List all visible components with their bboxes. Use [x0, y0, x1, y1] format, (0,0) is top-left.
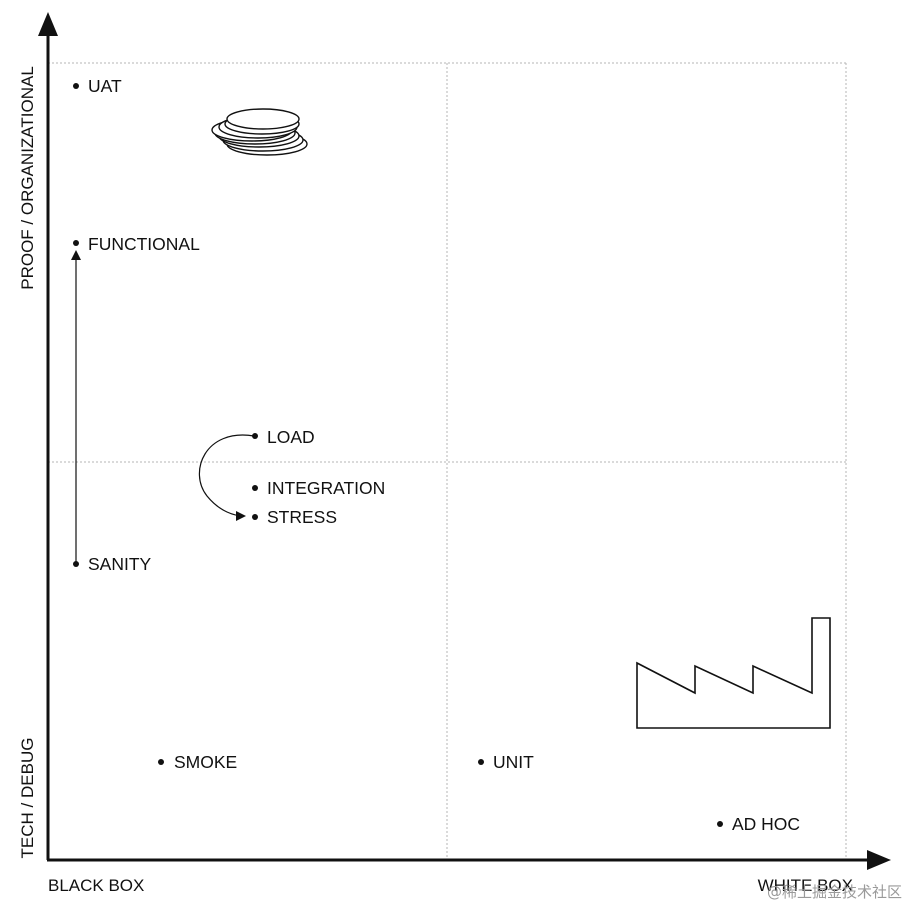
watermark: @稀土掘金技术社区	[767, 883, 902, 901]
point-stress-dot	[252, 514, 258, 520]
point-functional-label: FUNCTIONAL	[88, 234, 200, 254]
connectors	[71, 250, 255, 563]
point-stress-label: STRESS	[267, 507, 337, 527]
point-unit: UNIT	[478, 752, 534, 772]
point-adhoc-label: AD HOC	[732, 814, 800, 834]
point-sanity-dot	[73, 561, 79, 567]
point-smoke-dot	[158, 759, 164, 765]
point-sanity: SANITY	[73, 554, 152, 574]
point-load-label: LOAD	[267, 427, 315, 447]
point-functional: FUNCTIONAL	[73, 234, 200, 254]
x-axis-label-right: WHITE BOX	[758, 876, 853, 895]
y-axis-label-bottom: TECH / DEBUG	[18, 738, 37, 859]
point-sanity-label: SANITY	[88, 554, 152, 574]
point-integration-label: INTEGRATION	[267, 478, 385, 498]
point-load: LOAD	[252, 427, 315, 447]
point-unit-label: UNIT	[493, 752, 534, 772]
point-uat: UAT	[73, 76, 122, 96]
point-smoke: SMOKE	[158, 752, 237, 772]
point-smoke-label: SMOKE	[174, 752, 237, 772]
point-uat-label: UAT	[88, 76, 122, 96]
point-integration-dot	[252, 485, 258, 491]
point-functional-dot	[73, 240, 79, 246]
y-axis-arrowhead	[38, 12, 58, 36]
point-load-dot	[252, 433, 258, 439]
quadrant-grid	[48, 62, 847, 860]
point-stress: STRESS	[252, 507, 337, 527]
factory-icon	[636, 617, 831, 729]
point-adhoc: AD HOC	[717, 814, 800, 834]
point-adhoc-dot	[717, 821, 723, 827]
point-integration: INTEGRATION	[252, 478, 385, 498]
axes	[38, 12, 891, 870]
test-points: UAT FUNCTIONAL LOAD INTEGRATION STRESS S…	[73, 76, 800, 834]
y-axis-label-top: PROOF / ORGANIZATIONAL	[18, 66, 37, 290]
point-unit-dot	[478, 759, 484, 765]
load-to-stress-arrow	[198, 434, 255, 521]
x-axis-label-left: BLACK BOX	[48, 876, 144, 895]
coin-stack-icon	[211, 108, 308, 156]
x-axis-arrowhead	[867, 850, 891, 870]
point-uat-dot	[73, 83, 79, 89]
